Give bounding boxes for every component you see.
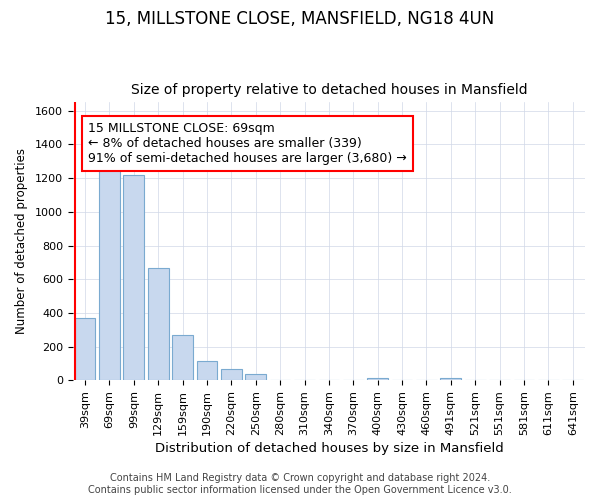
Bar: [74, 318, 95, 380]
Bar: [124, 175, 144, 380]
Bar: [367, 378, 388, 380]
Bar: [172, 335, 193, 380]
Text: Contains HM Land Registry data © Crown copyright and database right 2024.
Contai: Contains HM Land Registry data © Crown c…: [88, 474, 512, 495]
Bar: [245, 374, 266, 380]
Title: Size of property relative to detached houses in Mansfield: Size of property relative to detached ho…: [131, 83, 527, 97]
Bar: [99, 166, 120, 380]
Y-axis label: Number of detached properties: Number of detached properties: [15, 148, 28, 334]
Text: 15, MILLSTONE CLOSE, MANSFIELD, NG18 4UN: 15, MILLSTONE CLOSE, MANSFIELD, NG18 4UN: [106, 10, 494, 28]
Bar: [148, 268, 169, 380]
Bar: [197, 361, 217, 380]
Bar: [440, 378, 461, 380]
Text: 15 MILLSTONE CLOSE: 69sqm
← 8% of detached houses are smaller (339)
91% of semi-: 15 MILLSTONE CLOSE: 69sqm ← 8% of detach…: [88, 122, 407, 165]
X-axis label: Distribution of detached houses by size in Mansfield: Distribution of detached houses by size …: [155, 442, 503, 455]
Bar: [221, 368, 242, 380]
